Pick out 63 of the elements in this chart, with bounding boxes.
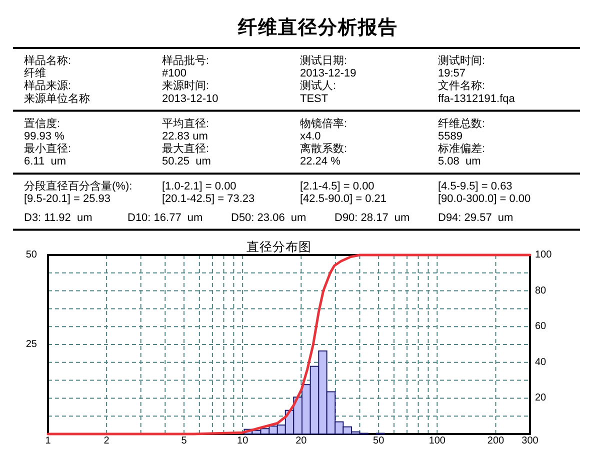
annotation: 文件名称: xyxy=(438,80,486,92)
y2-tick-label: 20 xyxy=(535,392,546,404)
annotation: 来源单位名称 xyxy=(24,92,90,105)
y2-tick-label: 40 xyxy=(535,356,546,368)
annotation: 来源时间: xyxy=(162,80,210,92)
annotation: 分段直径百分含量(%): xyxy=(24,180,132,193)
chart-title: 直径分布图 xyxy=(246,240,312,254)
annotation: 2013-12-10 xyxy=(162,92,218,105)
x-tick-label: 1 xyxy=(45,436,51,446)
annotation: x4.0 xyxy=(300,130,321,142)
x-tick-label: 100 xyxy=(428,436,446,446)
annotation: 测试人: xyxy=(300,80,336,92)
annotation: D10: 16.77 um xyxy=(128,212,203,224)
annotation: [1.0-2.1] = 0.00 xyxy=(162,180,236,193)
annotation: 22.83 um xyxy=(162,130,208,142)
annotation: 离散系数: xyxy=(300,143,348,155)
annotation: 样品来源: xyxy=(24,80,72,92)
x-tick-label: 300 xyxy=(522,436,538,446)
y-tick-label: 25 xyxy=(26,339,37,350)
x-tick-label: 5 xyxy=(181,436,187,446)
annotation: 50.25 um xyxy=(162,156,211,168)
title: 纤维直径分析报告 xyxy=(238,18,398,38)
annotation: 22.24 % xyxy=(300,156,340,168)
x-tick-label: 200 xyxy=(487,436,504,446)
annotation: 纤维总数: xyxy=(438,118,486,130)
annotation: [4.5-9.5] = 0.63 xyxy=(438,180,512,193)
annotation: 最大直径: xyxy=(162,143,210,155)
annotation: ffa-1312191.fqa xyxy=(438,92,515,105)
annotation: [90.0-300.0] = 0.00 xyxy=(438,193,531,206)
x-tick-label: 2 xyxy=(104,436,110,446)
annotation: 纤维 xyxy=(24,68,46,80)
annotation: [42.5-90.0] = 0.21 xyxy=(300,193,387,206)
annotation: 测试日期: xyxy=(300,55,348,67)
annotation: [20.1-42.5] = 73.23 xyxy=(162,193,255,206)
annotation: D94: 29.57 um xyxy=(438,212,514,224)
annotation: 6.11 um xyxy=(24,156,66,168)
annotation: 2013-12-19 xyxy=(300,68,356,80)
annotation: [2.1-4.5] = 0.00 xyxy=(300,180,374,193)
annotation: 99.93 % xyxy=(24,130,64,142)
annotation: TEST xyxy=(300,92,328,105)
y-tick-label: 50 xyxy=(26,250,37,260)
annotation: 19:57 xyxy=(438,68,466,80)
annotation: 样品批号: xyxy=(162,55,210,67)
annotation: 5589 xyxy=(438,130,462,142)
annotation: 置信度: xyxy=(24,118,60,130)
y2-tick-label: 60 xyxy=(535,321,546,332)
annotation: D50: 23.06 um xyxy=(231,212,306,224)
y2-tick-label: 100 xyxy=(535,250,552,260)
annotation: [9.5-20.1] = 25.93 xyxy=(24,193,111,206)
annotation: 最小直径: xyxy=(24,143,72,155)
annotation: 样品名称: xyxy=(24,55,72,67)
annotation: 5.08 um xyxy=(438,156,481,168)
annotation: 物镜倍率: xyxy=(300,118,348,130)
annotation: #100 xyxy=(162,68,186,80)
y2-tick-label: 80 xyxy=(535,285,546,296)
annotation: 标准偏差: xyxy=(438,143,486,155)
x-tick-label: 50 xyxy=(373,436,384,446)
x-tick-label: 20 xyxy=(296,436,307,446)
annotation: D90: 28.17 um xyxy=(334,212,410,224)
annotation: 测试时间: xyxy=(438,55,486,67)
x-tick-label: 10 xyxy=(237,436,248,446)
annotation: 平均直径: xyxy=(162,118,210,130)
annotation: D3: 11.92 um xyxy=(24,212,92,224)
